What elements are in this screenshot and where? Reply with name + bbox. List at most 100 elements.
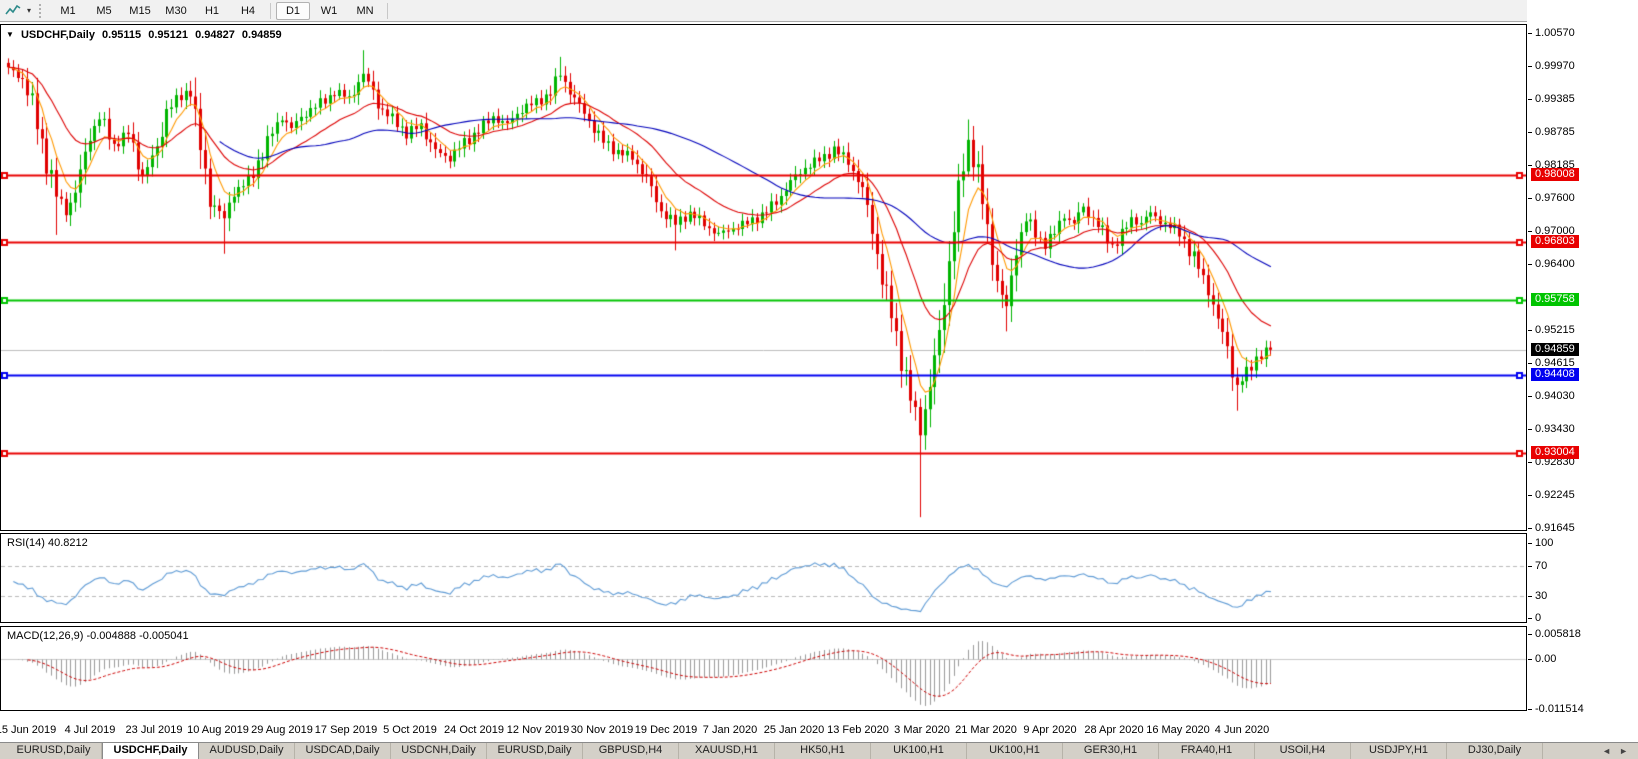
price-tick-mark — [1528, 33, 1532, 34]
timeframe-button-m30[interactable]: M30 — [165, 4, 187, 17]
x-axis-date-label: 12 Nov 2019 — [506, 724, 570, 736]
toolbar-separator — [270, 2, 271, 19]
timeframe-button-d1[interactable]: D1 — [276, 1, 310, 20]
x-axis-date-label: 13 Feb 2020 — [827, 724, 889, 736]
chart-line-icon-glyph — [5, 4, 21, 14]
x-axis-date-label: 21 Mar 2020 — [955, 724, 1017, 736]
price-tick-label: 0.97600 — [1535, 192, 1575, 204]
chart-tab-usdcnh-daily[interactable]: USDCNH,Daily — [391, 743, 487, 759]
x-axis-date-label: 25 Jan 2020 — [763, 724, 825, 736]
timeframe-button-m1[interactable]: M1 — [60, 4, 76, 17]
chart-tab-usoil-h4[interactable]: USOil,H4 — [1255, 743, 1351, 759]
chart-tab-eurusd-daily[interactable]: EURUSD,Daily — [487, 743, 583, 759]
price-tick-mark — [1528, 528, 1532, 529]
ohlc-high: 0.95121 — [148, 29, 188, 41]
x-axis-date-label: 10 Aug 2019 — [187, 724, 249, 736]
chart-tab-dj30-daily[interactable]: DJ30,Daily — [1447, 743, 1543, 759]
x-axis-date-label: 28 Apr 2020 — [1084, 724, 1144, 736]
price-tick-mark — [1528, 99, 1532, 100]
chart-symbol-label: USDCHF,Daily — [20, 29, 95, 41]
chart-tab-usdjpy-h1[interactable]: USDJPY,H1 — [1351, 743, 1447, 759]
x-axis-date-label: 3 Mar 2020 — [894, 724, 950, 736]
level-price-tag: 0.96803 — [1531, 235, 1579, 248]
level-price-tag: 0.95758 — [1531, 293, 1579, 306]
rsi-label: RSI(14) 40.8212 — [7, 537, 88, 549]
chart-tabs: EURUSD,Daily USDCHF,Daily AUDUSD,Daily USDC… — [6, 743, 1543, 759]
macd-label: MACD(12,26,9) -0.004888 -0.005041 — [7, 630, 189, 642]
price-tick-label: 0.99970 — [1535, 60, 1575, 72]
price-axis[interactable]: 1.00570 0.99970 0.99385 0.98785 0.98185 0.976… — [1527, 0, 1638, 742]
toolbar-grip[interactable] — [39, 3, 46, 18]
x-axis-date-label: 16 May 2020 — [1146, 724, 1210, 736]
x-axis-date-label: 4 Jul 2019 — [64, 724, 116, 736]
price-tick-label: 0.97000 — [1535, 225, 1575, 237]
current-price-tag: 0.94859 — [1531, 343, 1579, 356]
chart-tab-audusd-daily[interactable]: AUDUSD,Daily — [199, 743, 295, 759]
timeframe-button-m15[interactable]: M15 — [129, 4, 151, 17]
ohlc-open: 0.95115 — [102, 29, 142, 41]
rsi-indicator-panel: RSI(14) 40.8212 — [0, 533, 1527, 623]
level-price-tag: 0.98008 — [1531, 168, 1579, 181]
macd-tick-label: 0.005818 — [1535, 628, 1581, 640]
chart-tab-usdchf-daily[interactable]: USDCHF,Daily — [102, 743, 199, 759]
price-chart-panel: ▼ USDCHF,Daily 0.95115 0.95121 0.94827 0… — [0, 24, 1527, 531]
price-tick-label: 0.99385 — [1535, 93, 1575, 105]
price-tick-mark — [1528, 495, 1532, 496]
chart-tab-xauusd-h1[interactable]: XAUUSD,H1 — [679, 743, 775, 759]
ohlc-close: 0.94859 — [241, 29, 282, 41]
price-tick-label: 0.98785 — [1535, 126, 1575, 138]
x-axis-date-label: 5 Oct 2019 — [383, 724, 437, 736]
price-tick-label: 0.94615 — [1535, 357, 1575, 369]
macd-tick-label: -0.011514 — [1535, 703, 1584, 715]
price-tick-mark — [1528, 165, 1532, 166]
price-tick-mark — [1528, 462, 1532, 463]
x-axis-date-label: 17 Sep 2019 — [314, 724, 378, 736]
rsi-tick-label: 0 — [1535, 612, 1542, 624]
tab-scroll-right-icon[interactable]: ► — [1619, 746, 1628, 756]
price-tick-label: 0.91645 — [1535, 522, 1575, 534]
chart-tab-fra40-h1[interactable]: FRA40,H1 — [1159, 743, 1255, 759]
price-tick-mark — [1528, 330, 1532, 331]
level-price-tag: 0.93004 — [1531, 446, 1579, 459]
price-tick-label: 0.92830 — [1535, 456, 1575, 468]
level-price-tag: 0.94408 — [1531, 368, 1579, 381]
price-chart-canvas[interactable] — [1, 25, 1526, 530]
price-tick-mark — [1528, 363, 1532, 364]
rsi-canvas[interactable] — [1, 534, 1526, 622]
ohlc-low: 0.94827 — [195, 29, 235, 41]
date-axis[interactable]: 15 Jun 2019 4 Jul 2019 23 Jul 2019 10 Aug 2… — [0, 711, 1527, 742]
chart-tool-dropdown-caret-icon[interactable]: ▾ — [26, 6, 31, 15]
timeframe-button-m5[interactable]: M5 — [96, 4, 112, 17]
price-tick-mark — [1528, 231, 1532, 232]
price-tick-mark — [1528, 198, 1532, 199]
chart-title: ▼ USDCHF,Daily 0.95115 0.95121 0.94827 0… — [6, 29, 286, 41]
chart-line-icon[interactable] — [3, 3, 23, 19]
chart-tab-uk100-h1[interactable]: UK100,H1 — [871, 743, 967, 759]
timeframe-button-w1[interactable]: W1 — [320, 4, 338, 17]
chart-tab-gbpusd-h4[interactable]: GBPUSD,H4 — [583, 743, 679, 759]
chart-tab-ger30-h1[interactable]: GER30,H1 — [1063, 743, 1159, 759]
x-axis-date-label: 9 Apr 2020 — [1023, 724, 1077, 736]
chart-tab-uk100-h1[interactable]: UK100,H1 — [967, 743, 1063, 759]
chart-tab-eurusd-daily[interactable]: EURUSD,Daily — [6, 743, 102, 759]
x-axis-date-label: 23 Jul 2019 — [125, 724, 183, 736]
tab-scroll-left-icon[interactable]: ◄ — [1602, 746, 1612, 756]
rsi-tick-label: 70 — [1535, 560, 1548, 572]
rsi-tick-mark — [1528, 543, 1532, 544]
x-axis-date-label: 4 Jun 2020 — [1214, 724, 1270, 736]
chart-tab-hk50-h1[interactable]: HK50,H1 — [775, 743, 871, 759]
timeframe-button-mn[interactable]: MN — [356, 4, 374, 17]
price-tick-mark — [1528, 264, 1532, 265]
price-tick-label: 0.92245 — [1535, 489, 1575, 501]
price-tick-label: 0.96400 — [1535, 258, 1575, 270]
x-axis-date-label: 7 Jan 2020 — [702, 724, 758, 736]
macd-tick-mark — [1528, 634, 1532, 635]
chart-tab-usdcad-daily[interactable]: USDCAD,Daily — [295, 743, 391, 759]
macd-canvas[interactable] — [1, 627, 1526, 710]
x-axis-date-label: 15 Jun 2019 — [0, 724, 57, 736]
timeframe-button-h4[interactable]: H4 — [240, 4, 256, 17]
timeframe-button-h1[interactable]: H1 — [204, 4, 220, 17]
collapse-icon[interactable]: ▼ — [6, 30, 14, 39]
rsi-tick-label: 100 — [1535, 537, 1554, 549]
price-tick-label: 0.95215 — [1535, 324, 1575, 336]
